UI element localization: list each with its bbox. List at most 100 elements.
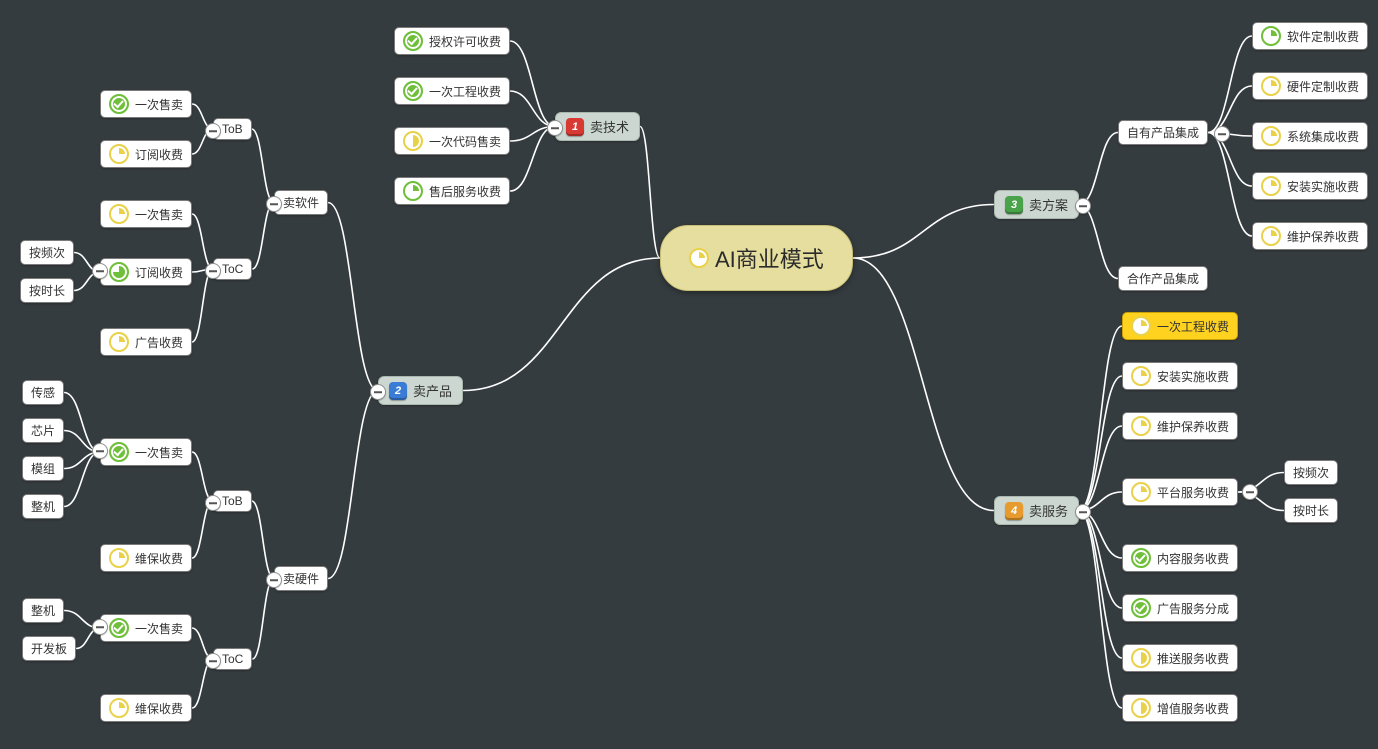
mindmap-node[interactable]: 按频次 <box>20 240 74 265</box>
mindmap-node[interactable]: 按时长 <box>20 278 74 303</box>
progress-icon <box>1131 482 1151 502</box>
node-label: 推送服务收费 <box>1157 650 1229 667</box>
progress-icon <box>1261 26 1281 46</box>
badge-icon: 3 <box>1005 196 1023 214</box>
collapse-toggle[interactable] <box>92 619 108 635</box>
node-label: ToC <box>222 652 243 666</box>
node-label: 软件定制收费 <box>1287 28 1359 45</box>
mindmap-node[interactable]: 一次售卖 <box>100 90 192 118</box>
node-label: 售后服务收费 <box>429 183 501 200</box>
progress-icon <box>109 204 129 224</box>
mindmap-node[interactable]: 按频次 <box>1284 460 1338 485</box>
progress-icon <box>1261 76 1281 96</box>
mindmap-node[interactable]: 传感 <box>22 380 64 405</box>
mindmap-node[interactable]: 安装实施收费 <box>1122 362 1238 390</box>
progress-icon <box>1131 548 1151 568</box>
mindmap-node[interactable]: 维护保养收费 <box>1122 412 1238 440</box>
mindmap-node[interactable]: 一次代码售卖 <box>394 127 510 155</box>
collapse-toggle[interactable] <box>1075 198 1091 214</box>
node-label: 安装实施收费 <box>1287 178 1359 195</box>
mindmap-node[interactable]: 售后服务收费 <box>394 177 510 205</box>
progress-icon <box>1131 648 1151 668</box>
mindmap-node[interactable]: 按时长 <box>1284 498 1338 523</box>
mindmap-node[interactable]: 自有产品集成 <box>1118 120 1208 145</box>
collapse-toggle[interactable] <box>370 384 386 400</box>
badge-icon: 4 <box>1005 502 1023 520</box>
mindmap-node[interactable]: 合作产品集成 <box>1118 266 1208 291</box>
node-label: 传感 <box>31 384 55 401</box>
node-label: 内容服务收费 <box>1157 550 1229 567</box>
collapse-toggle[interactable] <box>547 120 563 136</box>
progress-icon <box>1261 226 1281 246</box>
progress-icon <box>403 81 423 101</box>
mindmap-node[interactable]: 卖硬件 <box>274 566 328 591</box>
mindmap-node[interactable]: 芯片 <box>22 418 64 443</box>
mindmap-node[interactable]: 软件定制收费 <box>1252 22 1368 50</box>
node-label: 按时长 <box>1293 502 1329 519</box>
node-label: 整机 <box>31 498 55 515</box>
node-label: 卖方案 <box>1029 195 1068 214</box>
mindmap-node[interactable]: 平台服务收费 <box>1122 478 1238 506</box>
node-label: 授权许可收费 <box>429 33 501 50</box>
mindmap-node[interactable]: 2卖产品 <box>378 376 463 405</box>
mindmap-node[interactable]: 1卖技术 <box>555 112 640 141</box>
mindmap-node[interactable]: 广告服务分成 <box>1122 594 1238 622</box>
progress-icon <box>109 144 129 164</box>
node-label: AI商业模式 <box>715 242 824 274</box>
mindmap-node[interactable]: AI商业模式 <box>660 225 853 291</box>
mindmap-node[interactable]: 卖软件 <box>274 190 328 215</box>
mindmap-node[interactable]: 一次工程收费 <box>394 77 510 105</box>
mindmap-node[interactable]: 一次售卖 <box>100 438 192 466</box>
mindmap-node[interactable]: 订阅收费 <box>100 258 192 286</box>
node-label: 增值服务收费 <box>1157 700 1229 717</box>
mindmap-node[interactable]: 整机 <box>22 494 64 519</box>
mindmap-node[interactable]: 订阅收费 <box>100 140 192 168</box>
node-label: 系统集成收费 <box>1287 128 1359 145</box>
collapse-toggle[interactable] <box>205 263 221 279</box>
mindmap-node[interactable]: 推送服务收费 <box>1122 644 1238 672</box>
collapse-toggle[interactable] <box>266 196 282 212</box>
mindmap-node[interactable]: 授权许可收费 <box>394 27 510 55</box>
progress-icon <box>403 31 423 51</box>
node-label: 安装实施收费 <box>1157 368 1229 385</box>
collapse-toggle[interactable] <box>1214 126 1230 142</box>
collapse-toggle[interactable] <box>1242 484 1258 500</box>
mindmap-node[interactable]: 增值服务收费 <box>1122 694 1238 722</box>
mindmap-node[interactable]: 硬件定制收费 <box>1252 72 1368 100</box>
mindmap-node[interactable]: 一次售卖 <box>100 614 192 642</box>
node-label: 整机 <box>31 602 55 619</box>
collapse-toggle[interactable] <box>92 443 108 459</box>
node-label: ToB <box>222 494 243 508</box>
progress-icon <box>109 332 129 352</box>
progress-icon <box>1261 176 1281 196</box>
node-label: 维保收费 <box>135 550 183 567</box>
mindmap-node[interactable]: 维护保养收费 <box>1252 222 1368 250</box>
mindmap-node[interactable]: 维保收费 <box>100 544 192 572</box>
progress-icon <box>1131 366 1151 386</box>
mindmap-node[interactable]: 3 卖方案 <box>994 190 1079 219</box>
mindmap-node[interactable]: 一次售卖 <box>100 200 192 228</box>
mindmap-node[interactable]: 广告收费 <box>100 328 192 356</box>
mindmap-node[interactable]: 内容服务收费 <box>1122 544 1238 572</box>
mindmap-node[interactable]: 维保收费 <box>100 694 192 722</box>
collapse-toggle[interactable] <box>205 123 221 139</box>
collapse-toggle[interactable] <box>266 572 282 588</box>
collapse-toggle[interactable] <box>1075 504 1091 520</box>
node-label: 一次售卖 <box>135 620 183 637</box>
collapse-toggle[interactable] <box>205 653 221 669</box>
node-label: 卖硬件 <box>283 570 319 587</box>
mindmap-node[interactable]: 一次工程收费 <box>1122 312 1238 340</box>
mindmap-node[interactable]: 4卖服务 <box>994 496 1079 525</box>
progress-icon <box>403 181 423 201</box>
mindmap-node[interactable]: 模组 <box>22 456 64 481</box>
collapse-toggle[interactable] <box>205 495 221 511</box>
mindmap-node[interactable]: 整机 <box>22 598 64 623</box>
progress-icon <box>1131 598 1151 618</box>
mindmap-node[interactable]: 系统集成收费 <box>1252 122 1368 150</box>
mindmap-node[interactable]: 开发板 <box>22 636 76 661</box>
node-label: 一次工程收费 <box>1157 318 1229 335</box>
progress-icon <box>1261 126 1281 146</box>
mindmap-node[interactable]: 安装实施收费 <box>1252 172 1368 200</box>
collapse-toggle[interactable] <box>92 263 108 279</box>
node-label: 订阅收费 <box>135 264 183 281</box>
